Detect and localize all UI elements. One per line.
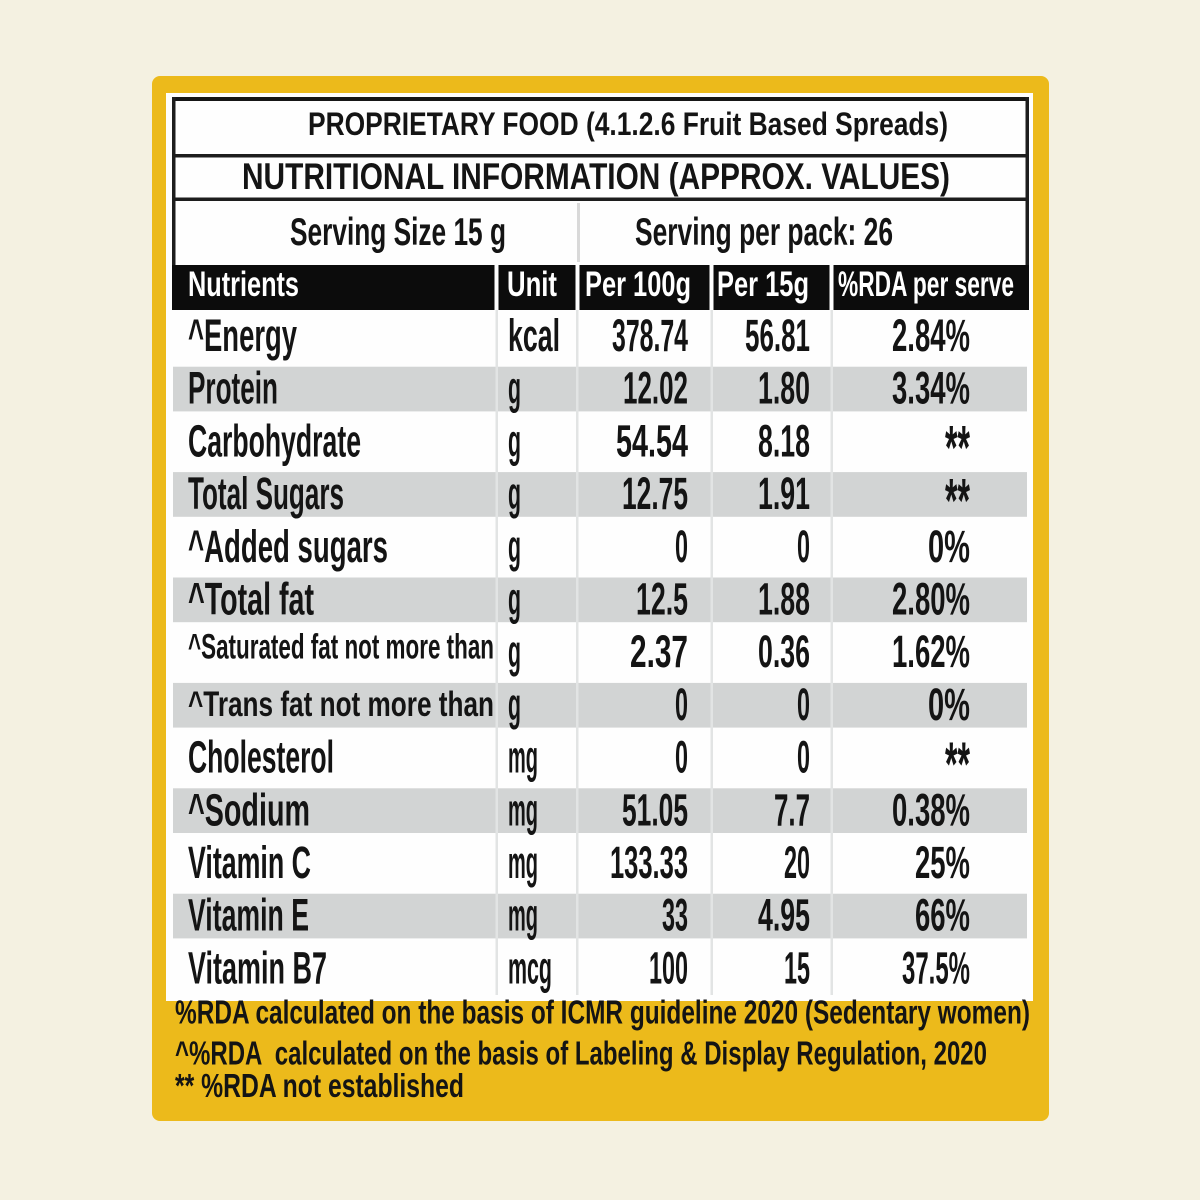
svg-text:Serving Size 15 g: Serving Size 15 g [290, 211, 506, 254]
svg-text:g: g [508, 679, 521, 730]
svg-text:Per 100g: Per 100g [585, 265, 691, 304]
svg-text:54.54: 54.54 [616, 415, 688, 466]
svg-text:Per 15g: Per 15g [717, 265, 809, 304]
svg-text:Vitamin B7: Vitamin B7 [188, 942, 327, 993]
svg-text:^Energy: ^Energy [188, 310, 297, 361]
svg-text:Carbohydrate: Carbohydrate [188, 415, 361, 466]
svg-text:Vitamin E: Vitamin E [188, 890, 309, 941]
svg-text:g: g [508, 415, 521, 466]
svg-text:378.74: 378.74 [612, 310, 688, 361]
svg-text:25%: 25% [915, 837, 970, 888]
svg-text:0.38%: 0.38% [892, 784, 970, 835]
svg-text:2.37: 2.37 [630, 626, 688, 677]
svg-text:0%: 0% [928, 521, 970, 572]
svg-text:g: g [508, 574, 521, 625]
svg-text:0: 0 [675, 732, 688, 783]
svg-text:NUTRITIONAL INFORMATION (APPRO: NUTRITIONAL INFORMATION (APPROX. VALUES) [242, 156, 950, 197]
svg-text:mg: mg [508, 732, 538, 783]
svg-text:12.02: 12.02 [623, 363, 688, 414]
svg-text:g: g [508, 468, 521, 519]
svg-text:^Saturated fat not more than: ^Saturated fat not more than [188, 628, 494, 667]
svg-text:0: 0 [797, 679, 810, 730]
svg-text:**: ** [945, 730, 970, 799]
svg-text:^Trans fat not more than: ^Trans fat not more than [188, 685, 494, 724]
svg-text:33: 33 [662, 890, 688, 941]
svg-text:** %RDA not established: ** %RDA not established [175, 1067, 464, 1104]
svg-text:0%: 0% [928, 679, 970, 730]
svg-text:3.34%: 3.34% [892, 363, 970, 414]
svg-text:1.80: 1.80 [758, 363, 810, 414]
svg-text:Unit: Unit [507, 265, 557, 304]
svg-text:**: ** [945, 467, 970, 536]
svg-text:Serving per pack: 26: Serving per pack: 26 [635, 211, 893, 254]
svg-text:mcg: mcg [508, 942, 552, 993]
svg-text:Total Sugars: Total Sugars [188, 468, 344, 519]
svg-text:g: g [508, 521, 521, 572]
svg-text:PROPRIETARY FOOD (4.1.2.6 Frui: PROPRIETARY FOOD (4.1.2.6 Fruit Based Sp… [308, 106, 948, 142]
svg-text:56.81: 56.81 [745, 310, 810, 361]
svg-text:100: 100 [649, 942, 688, 993]
svg-text:12.5: 12.5 [636, 574, 688, 625]
svg-text:133.33: 133.33 [610, 837, 688, 888]
svg-text:^%RDA calculated on the basis: ^%RDA calculated on the basis of Labelin… [175, 1035, 987, 1072]
svg-text:**: ** [945, 414, 970, 483]
svg-text:0: 0 [675, 679, 688, 730]
svg-text:1.88: 1.88 [758, 574, 810, 625]
svg-text:2.80%: 2.80% [892, 574, 970, 625]
svg-text:^Added sugars: ^Added sugars [188, 521, 388, 572]
svg-text:12.75: 12.75 [622, 468, 688, 519]
svg-text:0: 0 [675, 521, 688, 572]
svg-text:66%: 66% [915, 890, 970, 941]
svg-text:Nutrients: Nutrients [188, 265, 299, 304]
svg-text:1.62%: 1.62% [892, 626, 970, 677]
svg-text:15: 15 [784, 942, 810, 993]
svg-text:51.05: 51.05 [622, 784, 688, 835]
svg-text:kcal: kcal [508, 310, 560, 361]
svg-text:g: g [508, 363, 521, 414]
svg-text:mg: mg [508, 890, 538, 941]
svg-text:mg: mg [508, 784, 538, 835]
svg-text:0: 0 [797, 732, 810, 783]
svg-text:Vitamin C: Vitamin C [188, 837, 311, 888]
svg-text:0.36: 0.36 [758, 626, 810, 677]
svg-text:g: g [508, 626, 521, 677]
svg-text:%RDA calculated on the basis o: %RDA calculated on the basis of ICMR gui… [175, 994, 1030, 1031]
svg-text:%RDA per serve: %RDA per serve [838, 265, 1014, 304]
svg-text:^Total fat: ^Total fat [188, 574, 314, 625]
svg-text:mg: mg [508, 837, 538, 888]
svg-text:8.18: 8.18 [758, 415, 810, 466]
svg-text:37.5%: 37.5% [902, 942, 970, 993]
svg-text:7.7: 7.7 [774, 784, 810, 835]
svg-text:20: 20 [784, 837, 810, 888]
svg-text:1.91: 1.91 [758, 468, 810, 519]
svg-text:^Sodium: ^Sodium [188, 784, 310, 835]
svg-text:Protein: Protein [188, 363, 278, 414]
svg-text:4.95: 4.95 [758, 890, 810, 941]
svg-text:Cholesterol: Cholesterol [188, 732, 334, 783]
svg-text:0: 0 [797, 521, 810, 572]
svg-text:2.84%: 2.84% [892, 310, 970, 361]
